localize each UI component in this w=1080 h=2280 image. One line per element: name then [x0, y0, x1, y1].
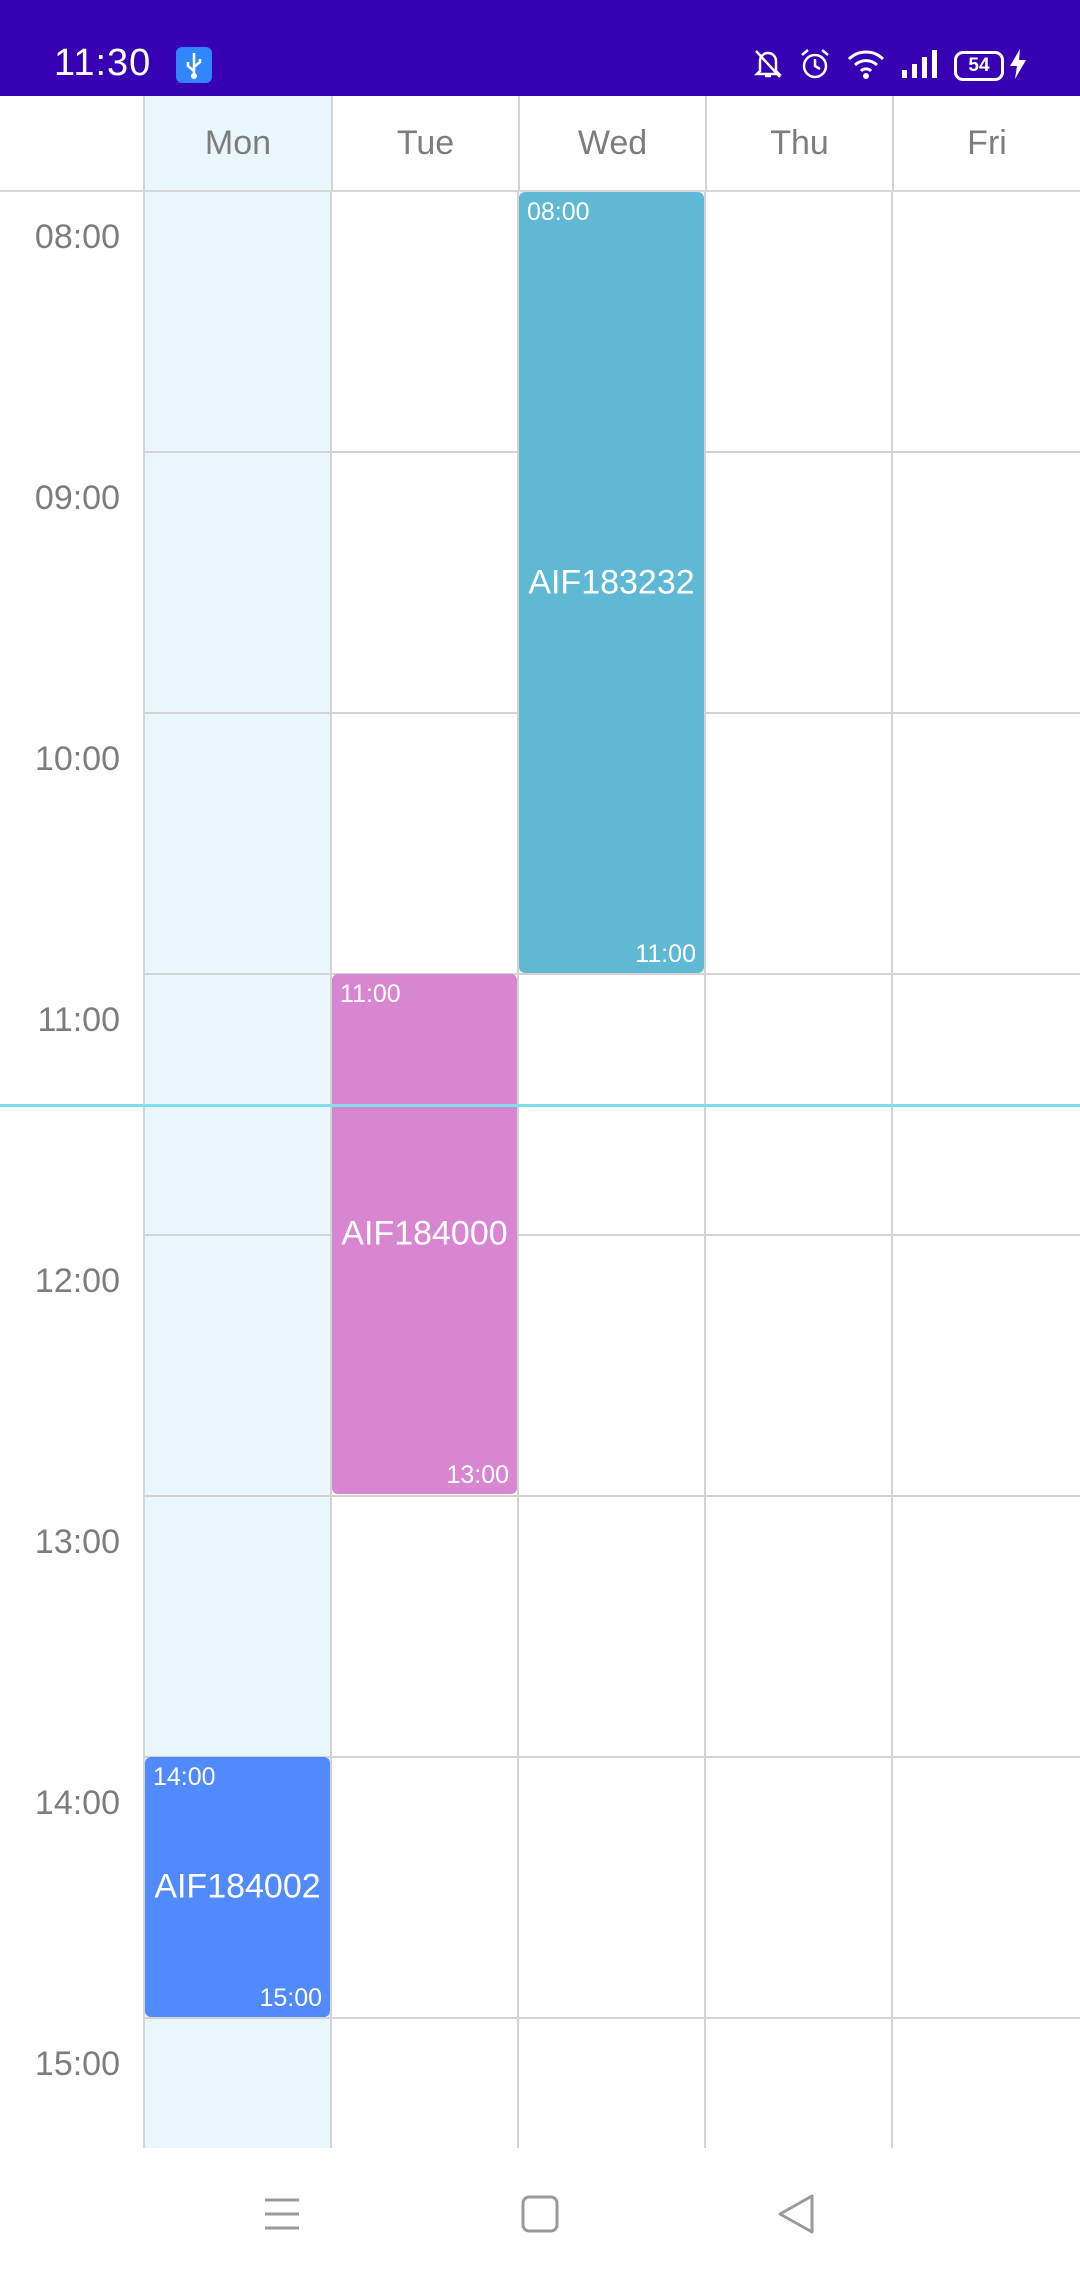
event-start-time: 08:00: [527, 198, 590, 226]
event-start-time: 11:00: [340, 980, 401, 1008]
hour-label: 09:00: [34, 479, 120, 517]
event-card[interactable]: 11:00 AIF184000 13:00: [332, 974, 517, 1494]
event-card[interactable]: 14:00 AIF184002 15:00: [145, 1757, 330, 2017]
column-divider: [517, 192, 519, 2148]
week-grid[interactable]: 08:00 09:00 10:00 11:00 12:00 13:00 14:0…: [0, 192, 1080, 2148]
week-header: Mon Tue Wed Thu Fri: [0, 96, 1080, 192]
navigation-bar: [0, 2148, 1080, 2280]
hour-divider: [143, 973, 1080, 975]
hour-label: 14:00: [34, 1784, 120, 1822]
bell-muted-icon: [752, 47, 784, 86]
day-header-thu[interactable]: Thu: [705, 96, 892, 190]
menu-icon[interactable]: [252, 2184, 312, 2244]
hour-label: 13:00: [34, 1523, 120, 1561]
hour-divider: [143, 1234, 1080, 1236]
hour-label: 08:00: [34, 218, 120, 256]
event-end-time: 13:00: [446, 1461, 509, 1489]
event-card[interactable]: 08:00 AIF183232 11:00: [519, 192, 704, 973]
event-end-time: 15:00: [259, 1984, 322, 2012]
battery-level: 54: [954, 51, 1004, 81]
hour-label: 10:00: [34, 740, 120, 778]
day-header-tue[interactable]: Tue: [331, 96, 518, 190]
hour-divider: [143, 1756, 1080, 1758]
back-icon[interactable]: [766, 2184, 826, 2244]
day-header-wed[interactable]: Wed: [518, 96, 705, 190]
hour-divider: [143, 1495, 1080, 1497]
hour-label: 15:00: [34, 2045, 120, 2083]
current-time-indicator: [0, 1104, 1080, 1107]
column-divider: [143, 192, 145, 2148]
signal-icon: [900, 48, 940, 85]
event-title: AIF184000: [341, 1214, 508, 1253]
hour-label: 12:00: [34, 1262, 120, 1300]
status-time: 11:30: [54, 42, 152, 84]
charging-icon: [1008, 48, 1028, 85]
hour-label: 11:00: [37, 1001, 120, 1039]
column-divider: [704, 192, 706, 2148]
alarm-icon: [798, 47, 832, 86]
home-icon[interactable]: [510, 2184, 570, 2244]
event-title: AIF183232: [528, 563, 695, 601]
wifi-icon: [846, 48, 886, 85]
status-icons: 54: [752, 46, 1028, 86]
event-start-time: 14:00: [153, 1763, 216, 1791]
status-bar: 11:30 54: [0, 0, 1080, 96]
event-title: AIF184002: [154, 1867, 321, 1906]
day-header-mon[interactable]: Mon: [143, 96, 331, 190]
battery-icon: 54: [954, 48, 1028, 85]
column-divider: [330, 192, 332, 2148]
column-divider: [891, 192, 893, 2148]
hour-divider: [143, 2017, 1080, 2019]
usb-debug-icon: [176, 47, 212, 83]
event-end-time: 11:00: [635, 940, 696, 968]
day-header-fri[interactable]: Fri: [892, 96, 1080, 190]
